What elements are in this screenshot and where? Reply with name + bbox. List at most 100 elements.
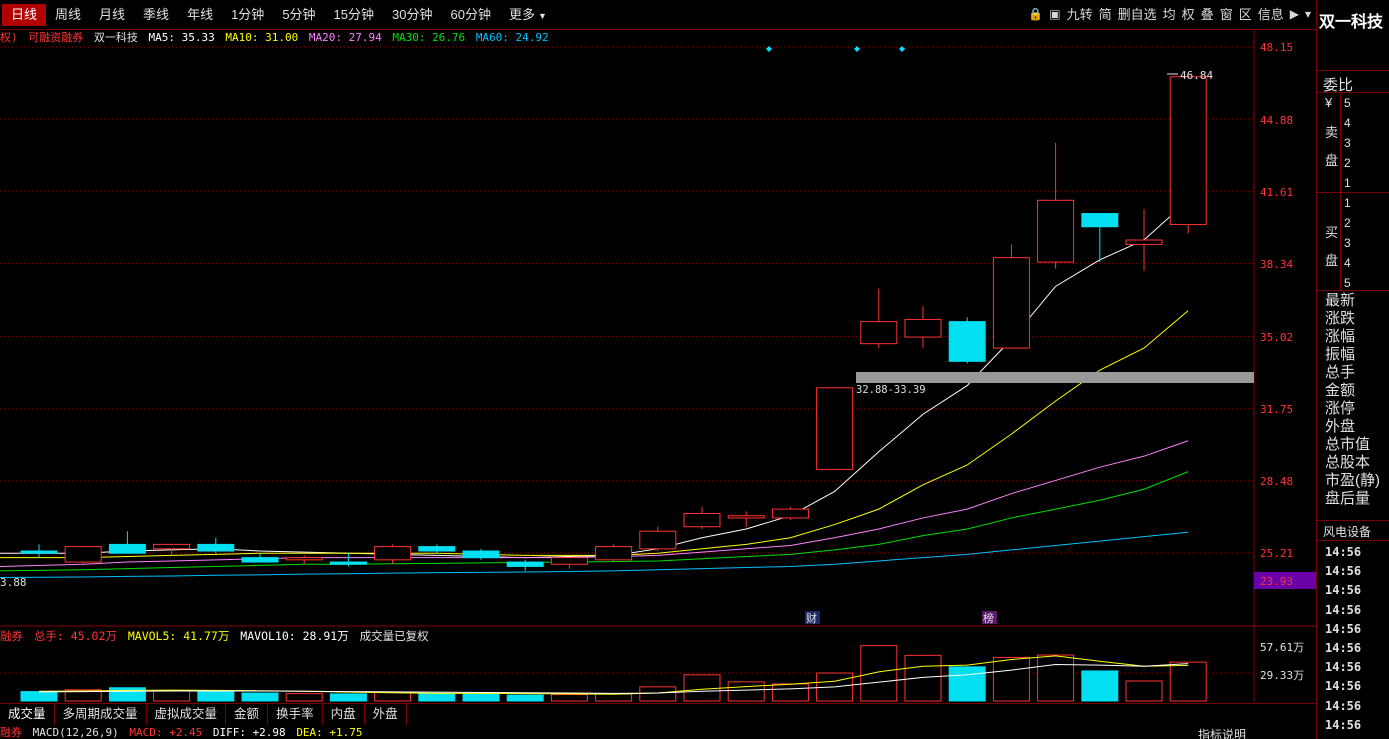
tab-virtual-volume[interactable]: 虚拟成交量 — [147, 704, 227, 725]
candle-body — [374, 546, 412, 561]
sector-label[interactable]: 风电设备 — [1323, 525, 1372, 539]
divider — [1340, 192, 1341, 290]
candle — [948, 317, 986, 364]
tool-icons: 🔒 ▣ 九转 简 删自选 均 权 叠 窗 区 信息 ▶ ▾ — [1025, 4, 1314, 23]
candle-body — [462, 550, 500, 559]
candle — [1125, 209, 1163, 271]
annotations: 32.88-33.39 46.84 3.88 财 榜 — [0, 46, 1254, 625]
macd-name: MACD(12,26,9) — [32, 726, 119, 739]
volume-note: 成交量已复权 — [359, 629, 429, 643]
candle — [153, 543, 191, 556]
candle-body — [1037, 199, 1075, 263]
candle-body — [904, 318, 942, 338]
adjust-prefix: 权) — [0, 31, 18, 44]
divider — [1317, 520, 1389, 521]
candle-body — [108, 543, 146, 554]
candle — [20, 544, 58, 558]
window-button[interactable]: 窗 — [1219, 7, 1233, 22]
candle-body — [771, 508, 809, 519]
candle — [683, 506, 721, 529]
volume-ma-lines — [38, 655, 1189, 695]
tab-weekly[interactable]: 周线 — [55, 6, 82, 22]
buy-level: 4 — [1344, 256, 1351, 270]
event-marker-rank-label[interactable]: 榜 — [983, 611, 994, 625]
volume-bar — [285, 693, 323, 702]
candle-body — [329, 561, 367, 565]
volume-bar — [771, 683, 809, 702]
volume-bar — [1081, 670, 1119, 702]
tab-monthly[interactable]: 月线 — [99, 6, 126, 22]
candle — [860, 288, 898, 349]
buy-label-top: 买 — [1325, 225, 1339, 240]
candle — [108, 531, 146, 554]
nine-turn-button[interactable]: 九转 — [1066, 7, 1093, 22]
divider — [1317, 92, 1389, 93]
tab-daily[interactable]: 日线 — [2, 3, 47, 26]
info-button[interactable]: 信息 — [1257, 7, 1284, 22]
more-label: 更多 — [508, 6, 535, 22]
ma10-value: MA10: 31.00 — [225, 31, 299, 44]
currency-icon: ¥ — [1325, 95, 1333, 110]
metric-total-volume: 总手 — [1325, 364, 1356, 381]
metric-pe-static: 市盈(静) — [1325, 472, 1380, 489]
dropdown-icon[interactable]: ▾ — [1304, 6, 1311, 21]
macd-info-line: 融券 MACD(12,26,9) MACD: +2.45 DIFF: +2.98… — [0, 726, 367, 739]
tab-1min[interactable]: 1分钟 — [231, 6, 265, 22]
sell-level: 1 — [1344, 176, 1351, 190]
rights-button[interactable]: 权 — [1181, 7, 1195, 22]
overlay-button[interactable]: 叠 — [1200, 7, 1214, 22]
candle-body — [1125, 239, 1163, 245]
sell-level: 3 — [1344, 136, 1351, 150]
candle — [1037, 142, 1075, 269]
volume-tick: 57.61万 — [1260, 641, 1304, 654]
simple-button[interactable]: 简 — [1098, 7, 1112, 22]
window-icon[interactable]: ▣ — [1049, 6, 1061, 21]
divider — [1317, 70, 1389, 71]
remove-watchlist-button[interactable]: 删自选 — [1117, 7, 1157, 22]
ma5-value: MA5: 35.33 — [148, 31, 215, 44]
tab-amount[interactable]: 金额 — [226, 704, 269, 725]
tick-time: 14:56 — [1325, 583, 1362, 598]
candle — [197, 537, 235, 554]
tab-yearly[interactable]: 年线 — [187, 6, 214, 22]
metric-total-shares: 总股本 — [1325, 454, 1371, 471]
chart-grid — [0, 30, 1316, 702]
average-button[interactable]: 均 — [1162, 7, 1176, 22]
tab-outer[interactable]: 外盘 — [365, 704, 407, 725]
event-marker-finance-label[interactable]: 财 — [806, 611, 817, 625]
candle-body — [64, 546, 102, 563]
tab-5min[interactable]: 5分钟 — [282, 6, 316, 22]
candle — [64, 546, 102, 565]
flag-icon[interactable]: ▶ — [1289, 6, 1299, 21]
dea-value: DEA: +1.75 — [296, 726, 363, 739]
current-price-label: 23.93 — [1260, 575, 1293, 588]
tab-60min[interactable]: 60分钟 — [450, 6, 491, 22]
candle — [992, 244, 1030, 349]
candle-body — [992, 257, 1030, 349]
period-toolbar: 日线 周线 月线 季线 年线 1分钟 5分钟 15分钟 30分钟 60分钟 更多… — [0, 0, 1316, 30]
ma60-value: MA60: 24.92 — [475, 31, 549, 44]
tab-volume[interactable]: 成交量 — [0, 704, 55, 725]
tab-quarterly[interactable]: 季线 — [143, 6, 170, 22]
candle-body — [1169, 76, 1207, 226]
more-menu[interactable]: 更多 ▼ — [500, 4, 556, 26]
candle-body — [948, 321, 986, 362]
lock-icon[interactable]: 🔒 — [1028, 6, 1044, 21]
tab-turnover[interactable]: 换手率 — [268, 704, 323, 725]
ma-info-line: 权) 可融资融券 双一科技 MA5: 35.33 MA10: 31.00 MA2… — [0, 30, 553, 46]
kline-chart[interactable]: 32.88-33.39 46.84 3.88 财 榜 48.15 44.88 4… — [0, 30, 1316, 702]
tab-multi-period-volume[interactable]: 多周期成交量 — [55, 704, 147, 725]
candle-body — [418, 546, 456, 552]
tick-time: 14:56 — [1325, 660, 1362, 675]
metric-market-cap: 总市值 — [1325, 436, 1371, 453]
tab-15min[interactable]: 15分钟 — [333, 6, 375, 22]
margin-label[interactable]: 可融资融券 — [28, 31, 84, 44]
volume-bar — [506, 694, 544, 702]
indicator-help-link[interactable]: 指标说明 — [1198, 728, 1247, 739]
tab-30min[interactable]: 30分钟 — [392, 6, 433, 22]
stock-name: 双一科技 — [93, 31, 138, 44]
volume-bar — [64, 689, 102, 702]
zone-button[interactable]: 区 — [1238, 7, 1252, 22]
volume-bar — [418, 692, 456, 702]
tab-inner[interactable]: 内盘 — [323, 704, 365, 725]
